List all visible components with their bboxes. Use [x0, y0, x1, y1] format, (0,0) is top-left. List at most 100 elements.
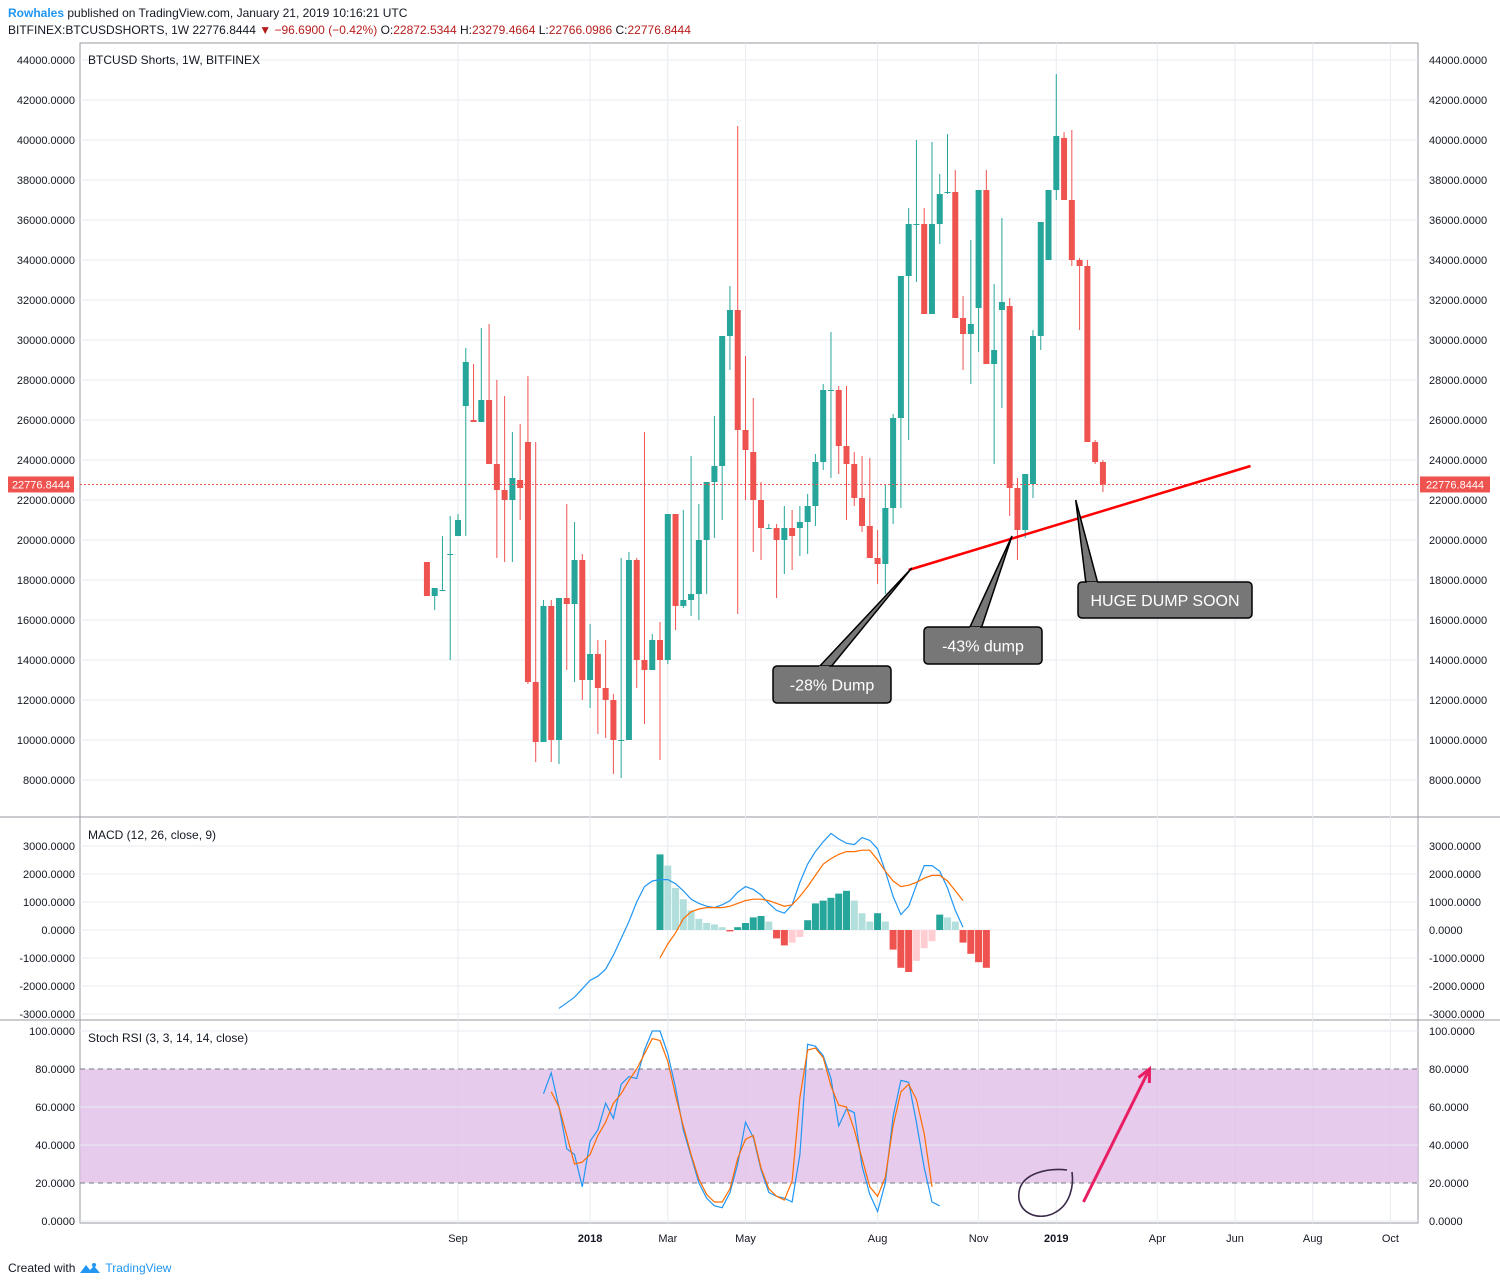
macd-histogram-bar: [664, 865, 672, 930]
candle: [1076, 258, 1083, 330]
macd-histogram-bar: [695, 918, 703, 930]
candle-body: [796, 522, 803, 528]
high-value: 23279.4664: [471, 23, 536, 37]
candle: [827, 332, 834, 478]
x-tick-label: 2019: [1044, 1233, 1068, 1245]
callout-box: [772, 665, 892, 704]
candle-body: [928, 224, 935, 314]
y-tick-label-left: 2000.0000: [23, 869, 75, 881]
candle-body: [921, 224, 928, 314]
callout-text: -28% Dump: [790, 678, 875, 695]
y-tick-label-left: -3000.0000: [19, 1009, 75, 1021]
macd-pane: -3000.0000 -3000.0000 -2000.0000 -2000.0000…: [19, 828, 1484, 1021]
candle-body: [447, 554, 454, 555]
candle-body: [1006, 306, 1013, 488]
candle-body: [486, 400, 493, 464]
callout[interactable]: HUGE DUMP SOON: [1074, 499, 1253, 619]
candle: [579, 554, 586, 700]
y-tick-label-right: 28000.0000: [1429, 375, 1487, 387]
y-tick-label-left: 0.0000: [41, 925, 75, 937]
x-tick-label: Mar: [658, 1233, 677, 1245]
candle: [742, 356, 749, 500]
candle: [843, 386, 850, 520]
y-tick-label-left: 26000.0000: [17, 415, 75, 427]
callout[interactable]: -28% Dump: [772, 567, 913, 704]
candle-body: [859, 498, 866, 526]
candle-body: [812, 462, 819, 506]
candle-body: [1061, 138, 1068, 200]
candle: [509, 432, 516, 562]
y-tick-label-left: 40.0000: [35, 1140, 75, 1152]
candle-body: [1045, 190, 1052, 260]
x-tick-label: Sep: [448, 1233, 468, 1245]
candle-body: [556, 598, 563, 740]
candle-body: [789, 528, 796, 536]
x-tick-label: Aug: [1303, 1233, 1323, 1245]
y-tick-label-right: 0.0000: [1429, 1216, 1463, 1228]
last-price-marker: 22776.8444 22776.8444: [8, 476, 1490, 493]
close-label: C:: [615, 23, 628, 37]
macd-histogram-bar: [796, 930, 804, 937]
candle: [820, 384, 827, 470]
x-tick-label: May: [735, 1233, 756, 1245]
y-tick-label-left: 100.0000: [29, 1026, 75, 1038]
candle-body: [890, 418, 897, 508]
high-label: H:: [459, 23, 472, 37]
candle: [563, 504, 570, 670]
y-tick-label-right: 8000.0000: [1429, 775, 1481, 787]
candle: [975, 190, 982, 352]
callout-join: [1087, 582, 1097, 585]
candle-body: [509, 478, 516, 500]
y-tick-label-left: 10000.0000: [17, 735, 75, 747]
y-tick-label-right: 10000.0000: [1429, 735, 1487, 747]
callout[interactable]: -43% dump: [923, 535, 1043, 665]
candle: [657, 622, 664, 760]
candle-body: [470, 420, 477, 422]
y-tick-label-right: 40.0000: [1429, 1140, 1469, 1152]
macd-histogram-bar: [765, 921, 773, 930]
candle: [781, 506, 788, 574]
candle: [726, 286, 733, 370]
candles: [423, 74, 1106, 778]
callout-join: [970, 627, 980, 630]
symbol-name: BITFINEX:BTCUSDSHORTS, 1W: [8, 23, 190, 37]
y-tick-label-right: 3000.0000: [1429, 841, 1481, 853]
y-tick-label-right: -3000.0000: [1429, 1009, 1485, 1021]
candle-body: [587, 654, 594, 680]
y-tick-label-left: 40000.0000: [17, 135, 75, 147]
candle: [462, 348, 469, 536]
candle: [1092, 440, 1099, 464]
author-link[interactable]: Rowhales: [8, 6, 65, 20]
y-tick-label-left: 38000.0000: [17, 175, 75, 187]
tradingview-link[interactable]: TradingView: [105, 1261, 172, 1275]
macd-histogram-bar: [858, 913, 866, 930]
macd-histogram-bar: [936, 914, 944, 930]
candle: [734, 126, 741, 614]
candle: [594, 640, 601, 734]
candle: [556, 598, 563, 764]
publish-text: published on TradingView.com, January 21…: [67, 6, 408, 20]
macd-histogram-bar: [850, 900, 858, 930]
candle: [633, 558, 640, 688]
candle: [998, 218, 1005, 408]
candle-body: [905, 224, 912, 276]
candle-body: [633, 560, 640, 660]
candle: [835, 386, 842, 474]
candle: [672, 514, 679, 630]
low-value: 22766.0986: [548, 23, 613, 37]
candle: [874, 530, 881, 584]
candle: [851, 452, 858, 506]
macd-histogram-bar: [679, 899, 687, 930]
macd-histogram-bar: [866, 921, 874, 930]
candle: [501, 396, 508, 562]
candle-body: [944, 192, 951, 193]
y-tick-label-right: 32000.0000: [1429, 295, 1487, 307]
macd-histogram-bar: [920, 930, 928, 949]
y-tick-label-right: 38000.0000: [1429, 175, 1487, 187]
y-tick-label-right: 2000.0000: [1429, 869, 1481, 881]
candle: [983, 170, 990, 364]
y-tick-label-right: 0.0000: [1429, 925, 1463, 937]
y-tick-label-right: -2000.0000: [1429, 981, 1485, 993]
x-tick-label: Jun: [1226, 1233, 1244, 1245]
